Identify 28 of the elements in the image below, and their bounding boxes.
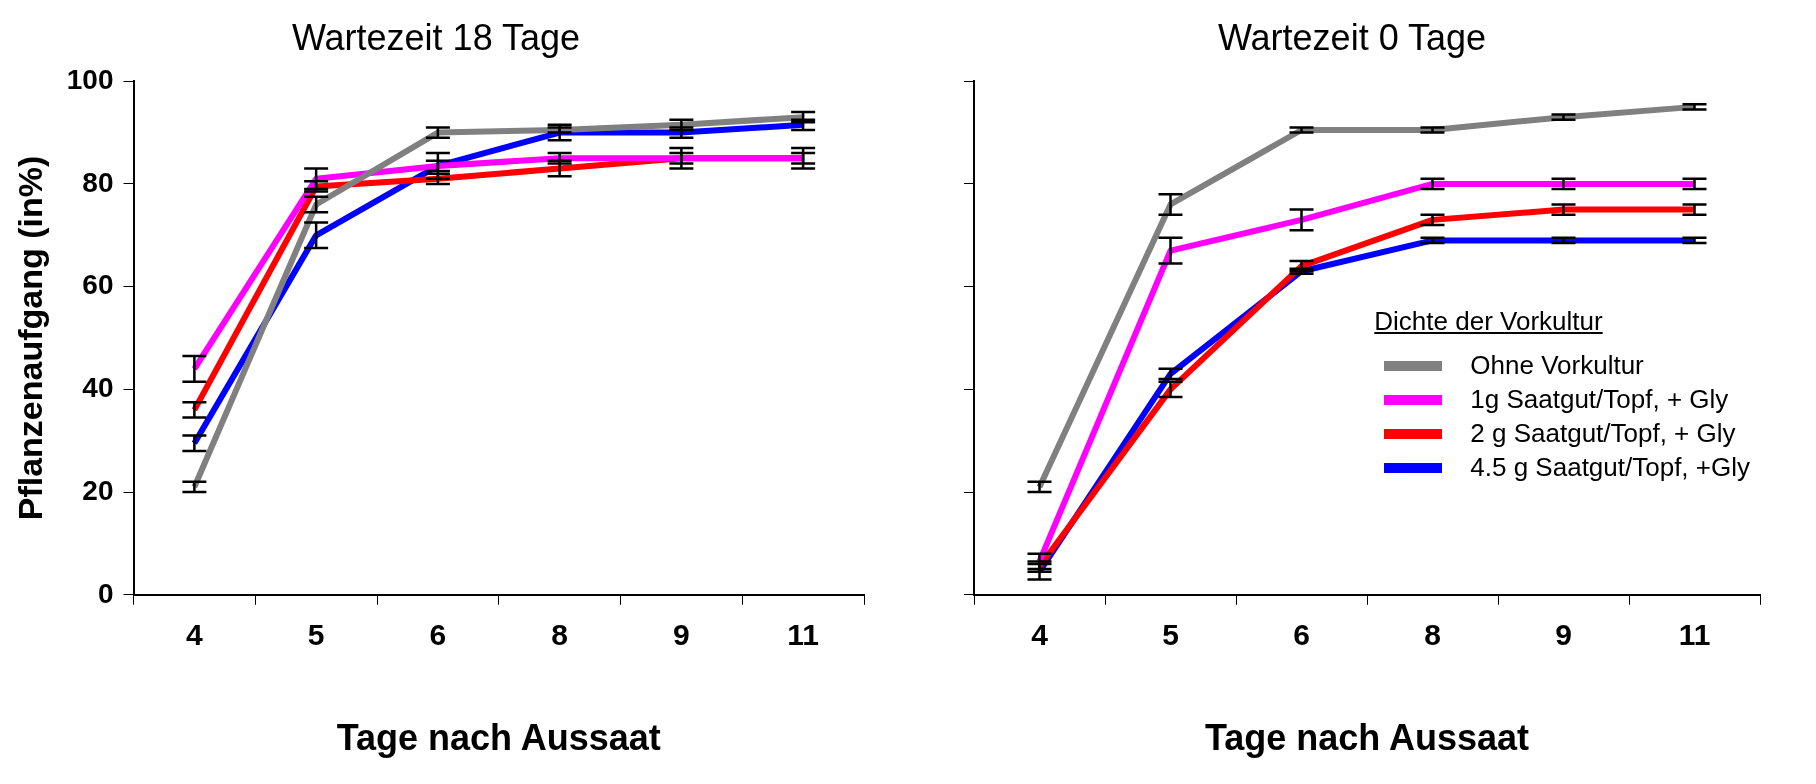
x-tick-label: 9 xyxy=(673,618,690,652)
y-tick-label: 40 xyxy=(82,372,114,404)
y-tick-label: 20 xyxy=(82,474,114,506)
x-tick-label: 11 xyxy=(1678,618,1711,652)
legend-title: Dichte der Vorkultur xyxy=(1374,305,1604,337)
y-axis-title: Pflanzenaufgang (in%) xyxy=(10,155,49,521)
legend-label: 4.5 g Saatgut/Topf, +Gly xyxy=(1470,452,1750,484)
chart-title: Wartezeit 18 Tage xyxy=(291,16,581,58)
x-tick-label: 8 xyxy=(551,618,568,652)
x-tick-label: 6 xyxy=(1293,618,1310,652)
chart-title: Wartezeit 0 Tage xyxy=(1217,16,1487,58)
x-tick-label: 4 xyxy=(1031,618,1049,652)
x-tick-label: 5 xyxy=(307,618,325,652)
x-tick-label: 9 xyxy=(1555,618,1572,652)
y-tick-label: 80 xyxy=(82,166,114,198)
x-tick-label: 4 xyxy=(186,618,204,652)
y-tick-label: 60 xyxy=(82,269,114,301)
legend-label: 2 g Saatgut/Topf, + Gly xyxy=(1470,418,1736,450)
x-tick-label: 8 xyxy=(1424,618,1441,652)
x-axis-title: Tage nach Aussaat xyxy=(1204,717,1530,759)
x-tick-label: 6 xyxy=(429,618,447,652)
x-tick-label: 11 xyxy=(787,618,819,652)
legend-label: 1g Saatgut/Topf, + Gly xyxy=(1470,384,1729,416)
x-tick-label: 5 xyxy=(1162,618,1179,652)
y-tick-label: 0 xyxy=(97,577,114,609)
x-axis-title: Tage nach Aussaat xyxy=(336,717,661,759)
y-tick-label: 100 xyxy=(66,63,114,95)
legend-label: Ohne Vorkultur xyxy=(1470,350,1644,382)
